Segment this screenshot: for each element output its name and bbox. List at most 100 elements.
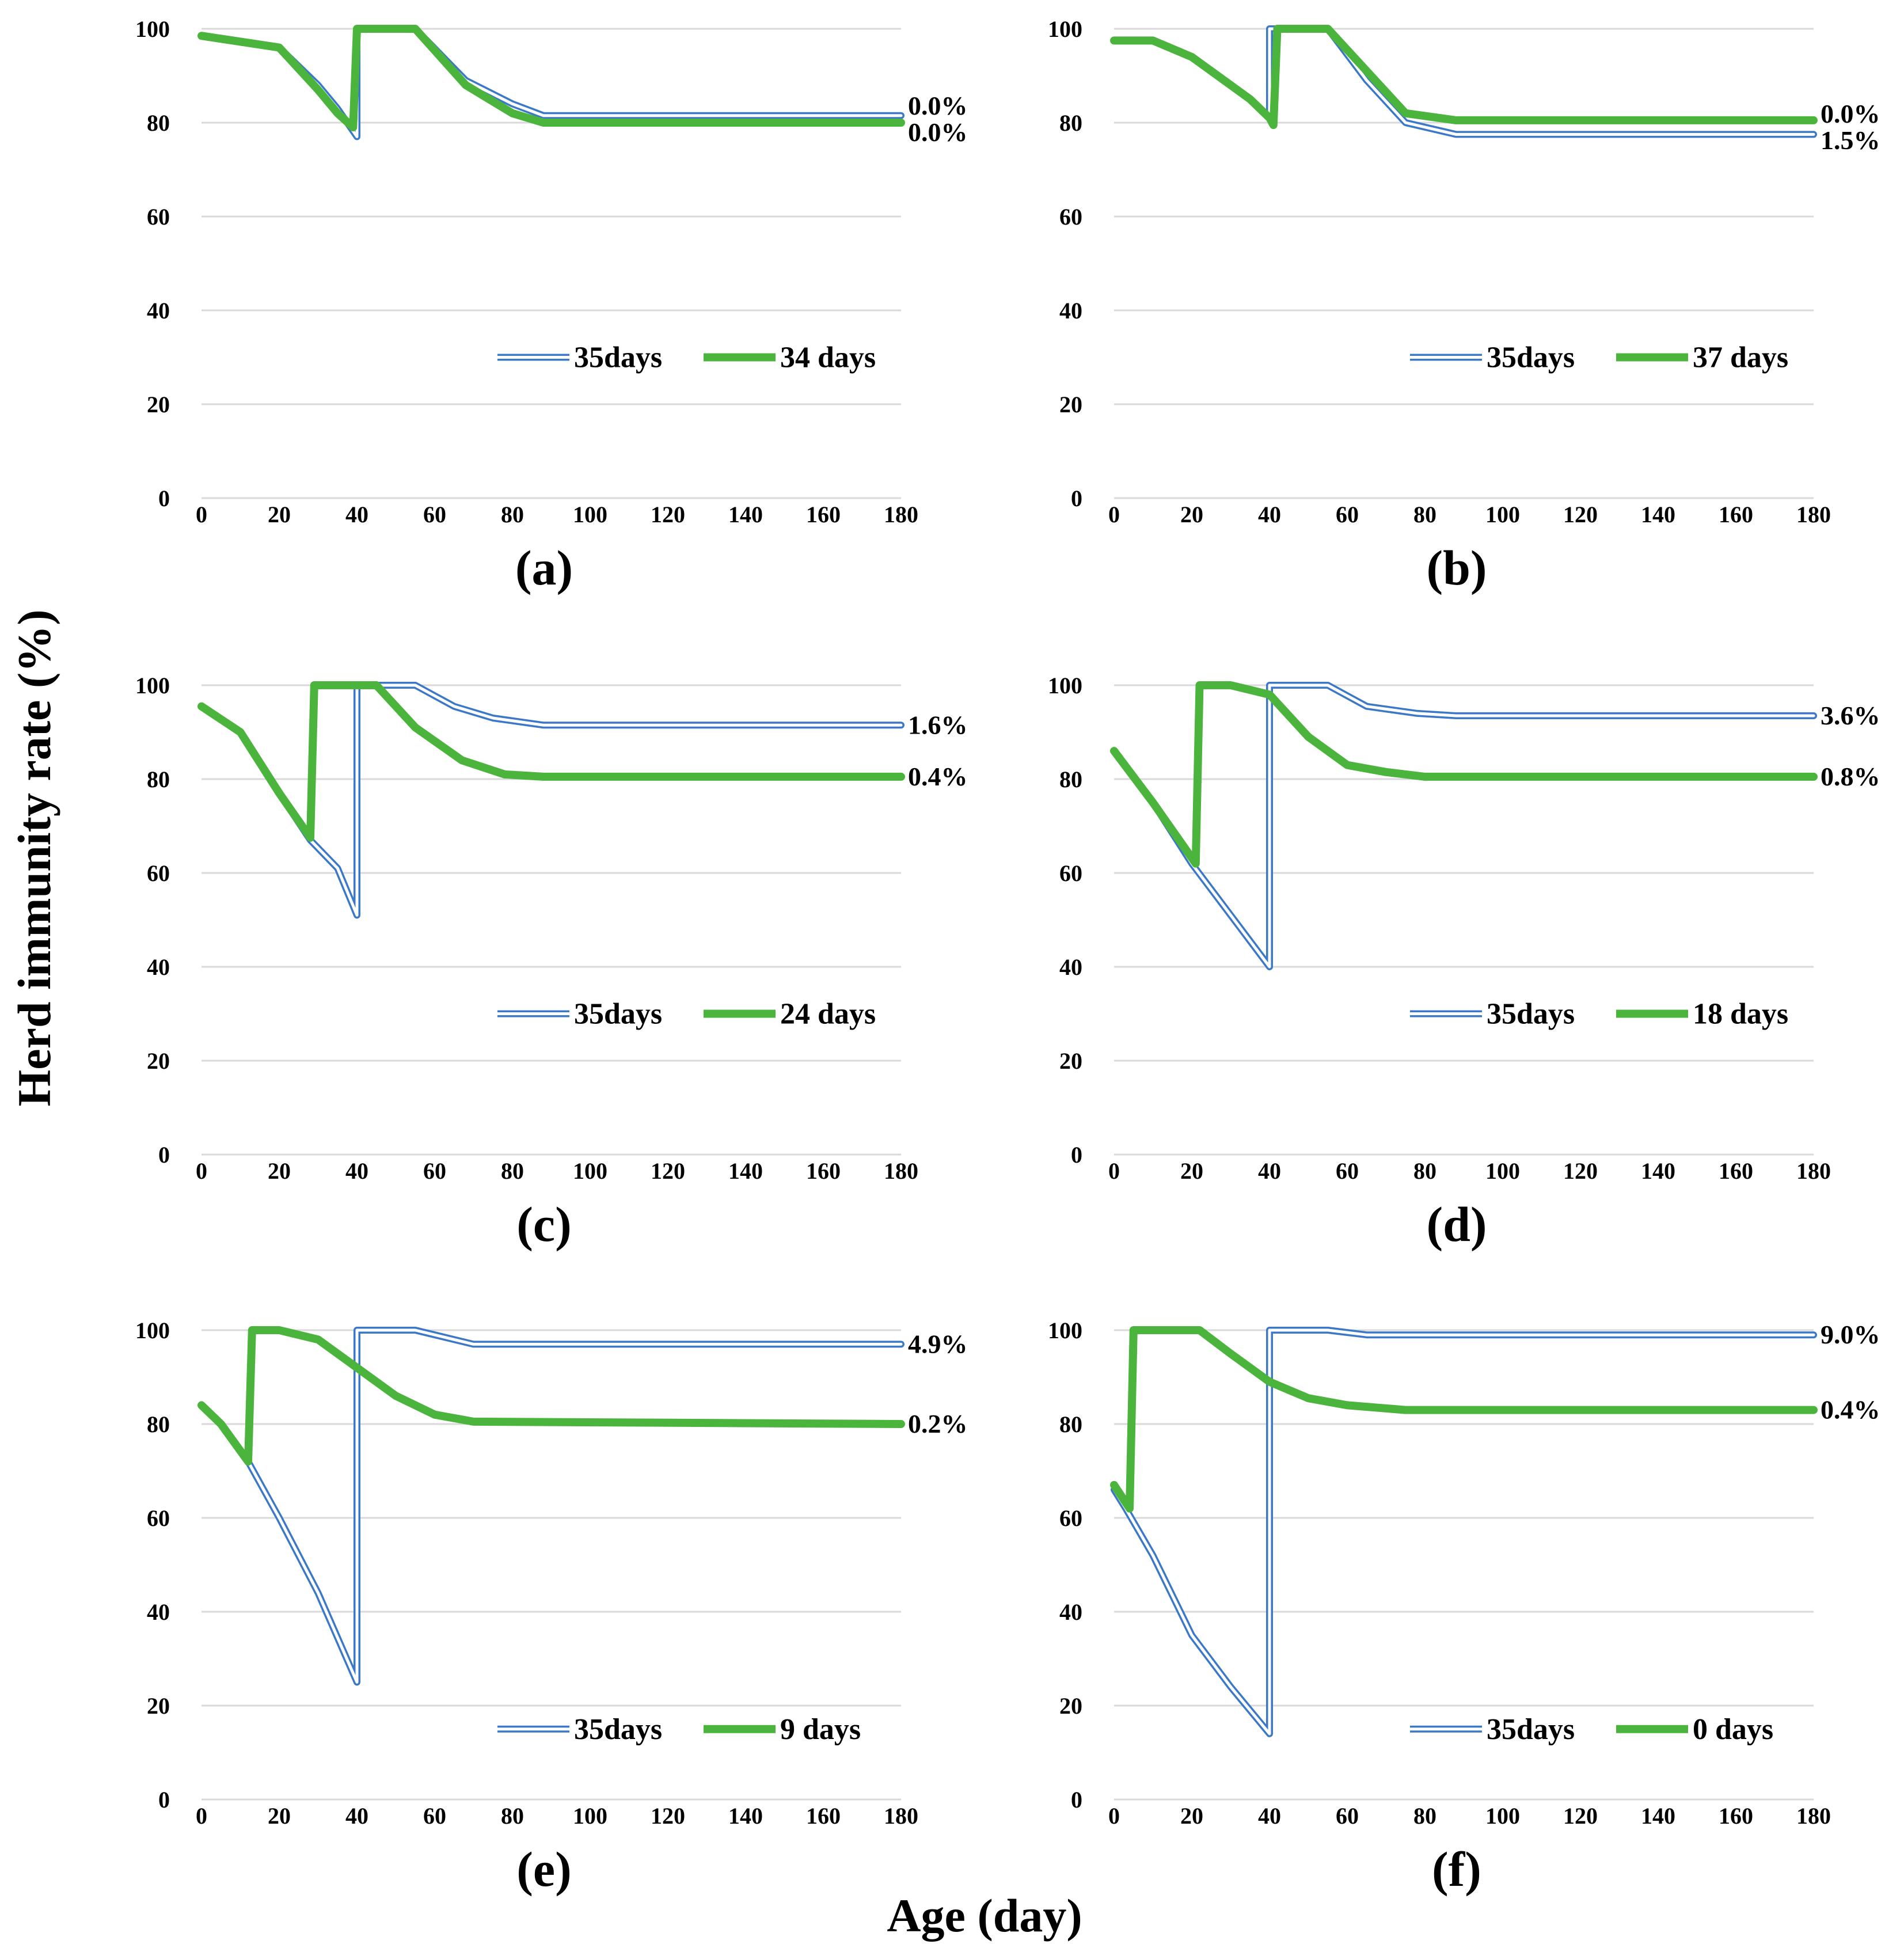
x-tick-label: 160 <box>1719 1803 1753 1829</box>
series-line-blue <box>198 1327 905 1686</box>
chart-panel-6: 0 20 40 60 80 100 0 20 40 60 80 100 120 140 160 180 9.0%… <box>1048 1317 1880 1897</box>
x-tick-label: 20 <box>1180 502 1203 527</box>
x-tick-label: 0 <box>196 1803 207 1829</box>
y-tick-label: 40 <box>147 1599 170 1625</box>
y-tick-label: 0 <box>1071 1142 1082 1168</box>
legend-label: 37 days <box>1693 341 1788 374</box>
y-tick-label: 60 <box>1059 1505 1082 1531</box>
y-tick-label: 0 <box>158 1142 170 1168</box>
x-tick-label: 20 <box>1180 1803 1203 1829</box>
x-tick-label: 60 <box>1336 1803 1359 1829</box>
y-tick-label: 20 <box>147 1693 170 1719</box>
x-tick-label: 80 <box>1413 502 1436 527</box>
y-tick-label: 80 <box>147 1411 170 1437</box>
x-tick-label: 180 <box>884 502 918 527</box>
x-tick-label: 40 <box>345 502 368 527</box>
y-tick-label: 0 <box>158 485 170 511</box>
series-line-blue <box>1111 682 1817 970</box>
legend-label: 34 days <box>780 341 876 374</box>
x-tick-label: 40 <box>1258 502 1281 527</box>
panel-label: (e) <box>516 1842 571 1897</box>
y-tick-label: 20 <box>1059 392 1082 417</box>
y-tick-label: 80 <box>1059 766 1082 792</box>
x-tick-label: 120 <box>651 1158 685 1184</box>
x-tick-label: 20 <box>268 1158 291 1184</box>
x-tick-label: 60 <box>1336 502 1359 527</box>
y-tick-label: 60 <box>1059 204 1082 230</box>
x-tick-label: 180 <box>884 1158 918 1184</box>
y-tick-label: 20 <box>1059 1048 1082 1074</box>
panel-label: (b) <box>1426 540 1487 595</box>
chart-panel-3: 0 20 40 60 80 100 0 20 40 60 80 100 120 140 160 180 1.6%… <box>135 673 968 1252</box>
x-tick-label: 180 <box>884 1803 918 1829</box>
x-tick-label: 40 <box>345 1158 368 1184</box>
end-value-label: 0.0% <box>908 117 968 147</box>
end-value-label: 9.0% <box>1821 1320 1880 1349</box>
x-tick-label: 120 <box>1563 502 1598 527</box>
series-line-green <box>1110 681 1818 868</box>
y-tick-label: 60 <box>147 860 170 886</box>
x-tick-label: 80 <box>501 1803 524 1829</box>
y-axis-title: Herd immunity rate (%) <box>8 609 60 1107</box>
y-tick-label: 40 <box>147 954 170 980</box>
y-tick-label: 20 <box>147 392 170 417</box>
x-tick-label: 100 <box>573 1158 607 1184</box>
x-tick-label: 0 <box>1108 502 1120 527</box>
x-tick-label: 60 <box>423 1803 446 1829</box>
series-line-blue-inner <box>200 684 903 917</box>
x-tick-label: 40 <box>1258 1158 1281 1184</box>
panel-label: (f) <box>1432 1842 1481 1897</box>
chart-panel-1: 0 20 40 60 80 100 0 20 40 60 80 100 120 140 160 180 0.0%… <box>135 16 968 595</box>
x-tick-label: 140 <box>1641 1803 1675 1829</box>
x-tick-label: 40 <box>345 1803 368 1829</box>
legend-label: 35days <box>1487 998 1575 1031</box>
end-value-label: 1.5% <box>1821 126 1880 155</box>
y-tick-label: 80 <box>1059 110 1082 136</box>
end-value-label: 4.9% <box>908 1329 968 1358</box>
x-tick-label: 140 <box>1641 1158 1675 1184</box>
x-tick-label: 20 <box>1180 1158 1203 1184</box>
x-tick-label: 100 <box>1485 1158 1520 1184</box>
x-tick-label: 140 <box>728 1803 763 1829</box>
legend-label: 35days <box>1487 341 1575 374</box>
y-tick-label: 100 <box>1048 673 1082 698</box>
panel-label: (c) <box>516 1197 571 1252</box>
panel-label: (d) <box>1426 1197 1487 1252</box>
x-tick-label: 140 <box>728 502 763 527</box>
y-tick-label: 0 <box>1071 1787 1082 1813</box>
series-line-green <box>1110 1326 1818 1513</box>
y-tick-label: 20 <box>147 1048 170 1074</box>
x-axis-title: Age (day) <box>887 1889 1082 1942</box>
legend-label: 0 days <box>1693 1713 1773 1746</box>
legend-label: 35days <box>574 1713 662 1746</box>
y-tick-label: 0 <box>158 1787 170 1813</box>
y-tick-label: 40 <box>1059 298 1082 324</box>
end-value-label: 0.2% <box>908 1409 968 1438</box>
x-tick-label: 20 <box>268 1803 291 1829</box>
x-tick-label: 160 <box>1719 502 1753 527</box>
legend-label: 35days <box>1487 1713 1575 1746</box>
x-tick-label: 20 <box>268 502 291 527</box>
series-line-blue <box>198 682 905 919</box>
chart-panel-5: 0 20 40 60 80 100 0 20 40 60 80 100 120 140 160 180 4.9%… <box>135 1317 968 1897</box>
x-tick-label: 120 <box>1563 1803 1598 1829</box>
x-tick-label: 180 <box>1796 1803 1831 1829</box>
y-tick-label: 100 <box>1048 16 1082 42</box>
x-tick-label: 160 <box>806 1803 841 1829</box>
y-tick-label: 40 <box>1059 1599 1082 1625</box>
end-value-label: 0.8% <box>1821 762 1880 791</box>
x-tick-label: 60 <box>1336 1158 1359 1184</box>
legend-label: 35days <box>574 341 662 374</box>
x-tick-label: 80 <box>501 1158 524 1184</box>
y-tick-label: 80 <box>147 766 170 792</box>
y-tick-label: 60 <box>1059 860 1082 886</box>
x-tick-label: 60 <box>423 502 446 527</box>
x-tick-label: 140 <box>728 1158 763 1184</box>
x-tick-label: 80 <box>501 502 524 527</box>
x-tick-label: 0 <box>1108 1158 1120 1184</box>
series-line-green <box>197 25 905 132</box>
legend-label: 24 days <box>780 998 876 1031</box>
end-value-label: 0.4% <box>908 762 968 791</box>
legend-label: 9 days <box>780 1713 861 1746</box>
x-tick-label: 120 <box>1563 1158 1598 1184</box>
